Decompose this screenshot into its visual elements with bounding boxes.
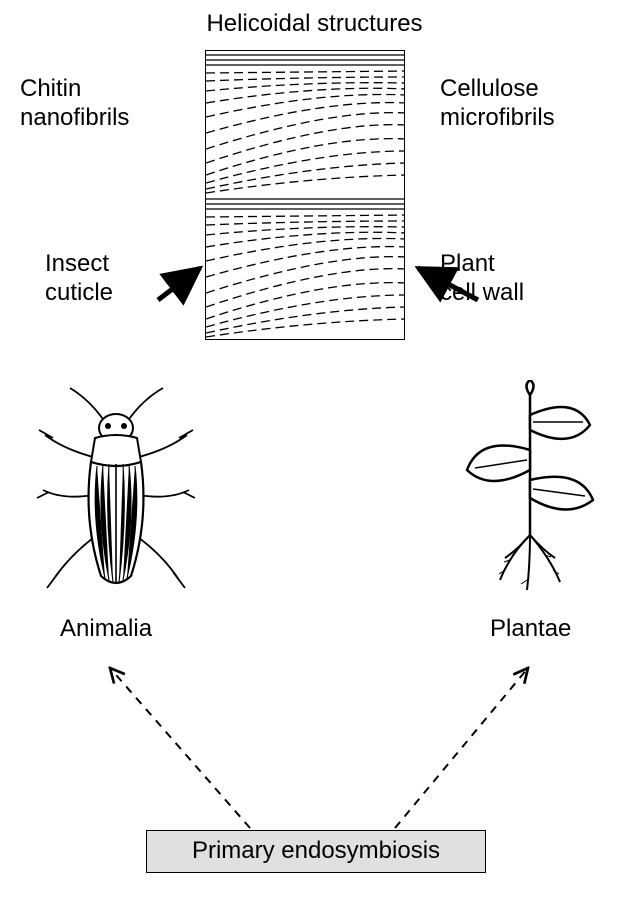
plant-cell-wall-label: Plant cell wall xyxy=(440,250,524,308)
beetle-illustration xyxy=(35,380,195,600)
arrow-insect-to-helicoidal xyxy=(158,268,200,300)
plant-illustration xyxy=(455,380,605,600)
insect-cuticle-label: Insect cuticle xyxy=(45,250,113,308)
primary-endosymbiosis-label: Primary endosymbiosis xyxy=(192,837,440,864)
arrow-endosymbiosis-to-animalia xyxy=(110,668,250,828)
helicoidal-pattern-svg xyxy=(206,51,405,340)
primary-endosymbiosis-box: Primary endosymbiosis xyxy=(146,830,486,873)
animalia-label: Animalia xyxy=(60,615,152,644)
cellulose-label: Cellulose microfibrils xyxy=(440,75,555,133)
helicoidal-structure-diagram xyxy=(205,50,405,340)
plantae-label: Plantae xyxy=(490,615,571,644)
diagram-title: Helicoidal structures xyxy=(0,10,629,39)
arrow-endosymbiosis-to-plantae xyxy=(395,668,528,828)
chitin-label: Chitin nanofibrils xyxy=(20,75,129,133)
